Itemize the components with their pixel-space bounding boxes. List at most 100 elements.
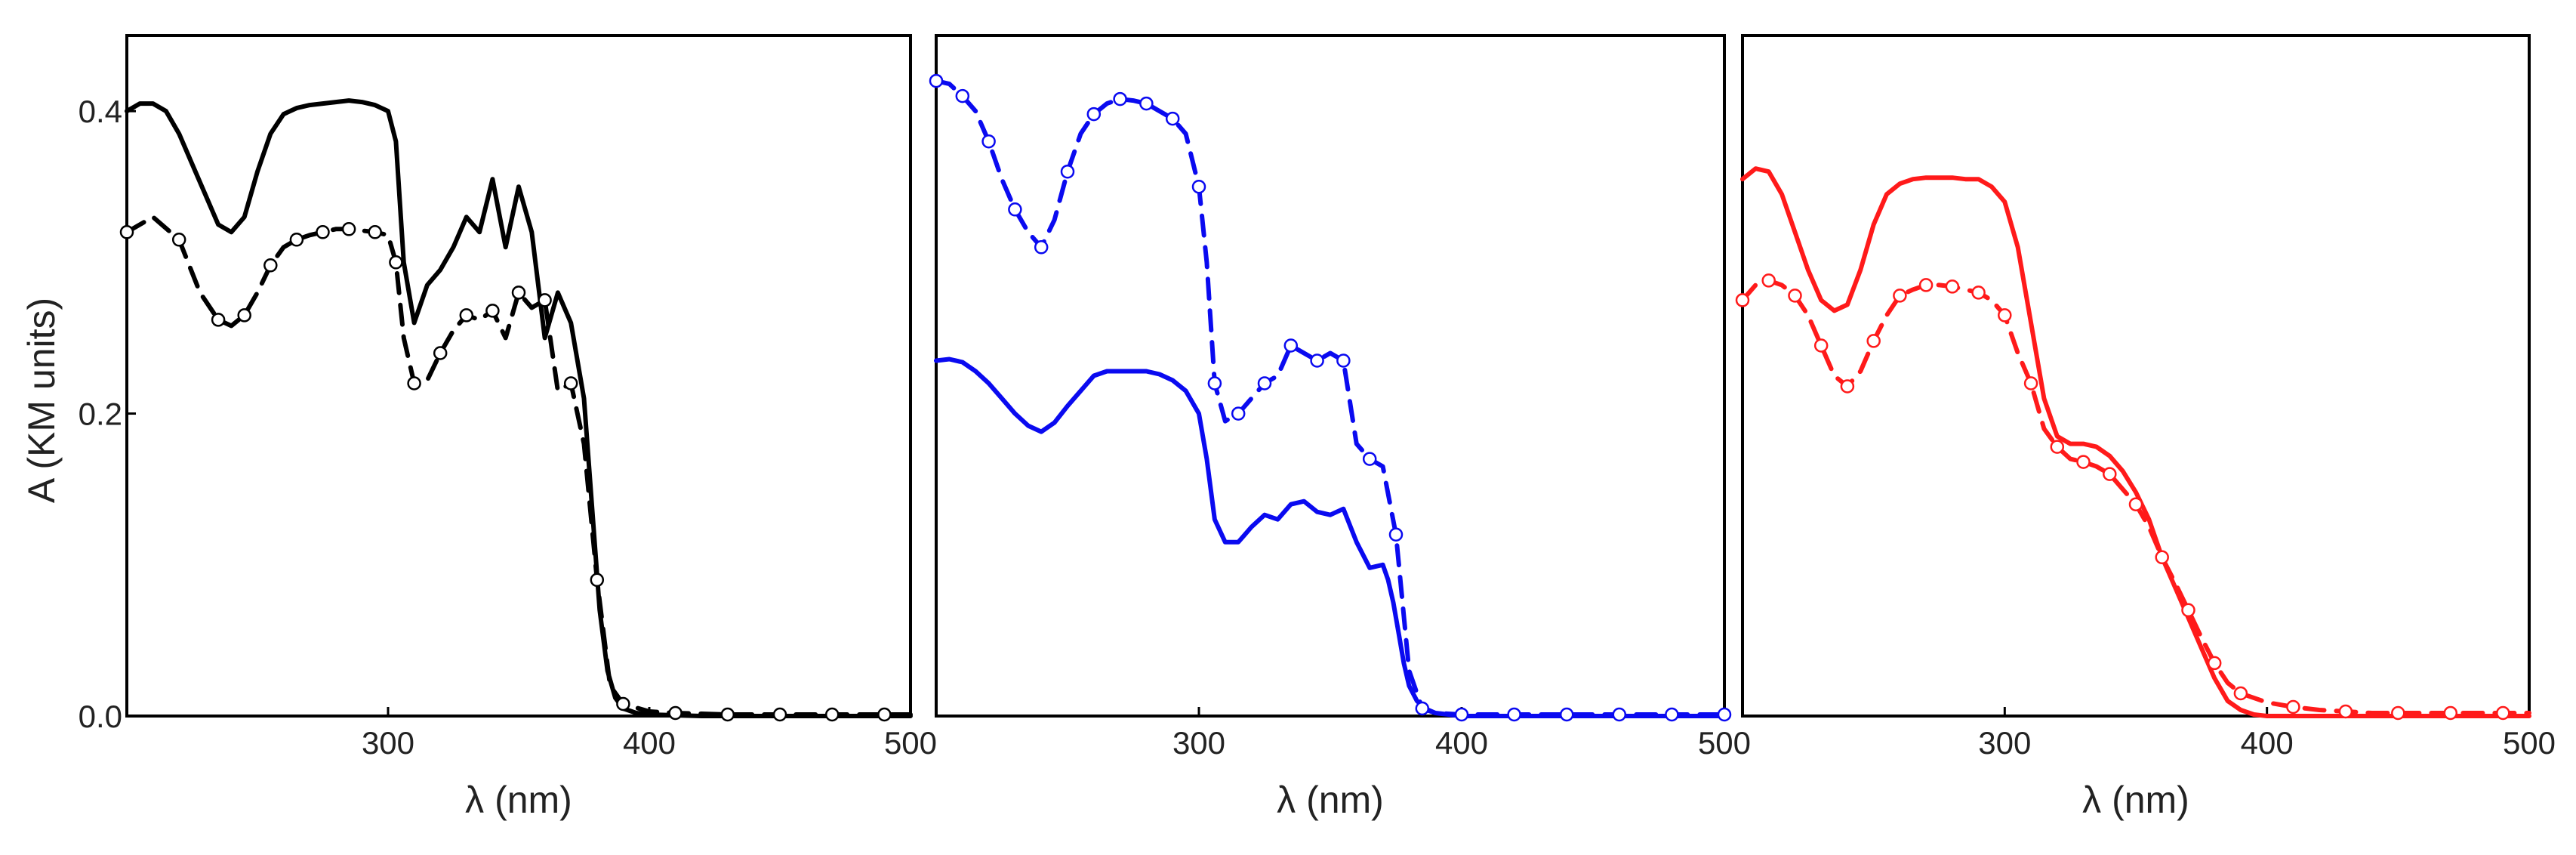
x-tick-label: 400 (1435, 725, 1488, 761)
data-point-marker (1034, 240, 1049, 255)
data-point-marker (1113, 91, 1127, 106)
data-point-marker (1310, 353, 1324, 368)
data-point-marker (1813, 338, 1829, 353)
x-tick-label: 500 (2503, 725, 2556, 761)
data-point-marker (1840, 379, 1855, 394)
data-point-marker (263, 258, 278, 273)
data-point-marker (590, 573, 605, 588)
data-point-marker (459, 308, 474, 323)
data-point-marker (1559, 707, 1574, 722)
data-point-marker (2050, 440, 2065, 454)
data-point-marker (211, 313, 226, 327)
series-line-dashed (934, 79, 1727, 717)
x-tick-label: 400 (623, 725, 676, 761)
x-tick-label: 300 (1172, 725, 1225, 761)
data-point-marker (1998, 308, 2012, 323)
data-point-marker (1060, 164, 1075, 179)
data-point-marker (955, 88, 970, 103)
series-line-solid (1740, 166, 2531, 718)
data-point-marker (2443, 705, 2458, 721)
data-point-marker (824, 707, 840, 722)
data-point-marker (1283, 338, 1299, 353)
y-tick-label: 0.2 (79, 397, 122, 432)
data-point-marker (171, 233, 186, 247)
data-point-marker (1761, 273, 1776, 288)
data-point-marker (2496, 705, 2510, 721)
data-point-marker (563, 376, 578, 390)
x-tick-label: 400 (2241, 725, 2294, 761)
data-point-marker (1918, 278, 1934, 292)
data-point-marker (1415, 701, 1430, 716)
chart-panel-1: 300 400 500 0.0 0.2 0.4 λ (nm) (79, 34, 937, 821)
data-point-marker (877, 707, 892, 722)
data-point-marker (316, 225, 330, 239)
data-point-marker (2207, 656, 2222, 671)
data-point-marker (389, 255, 403, 270)
chart-panel-3: 300 400 500 λ (nm) (1735, 34, 2556, 821)
x-axis-title: λ (nm) (2082, 779, 2189, 821)
data-point-marker (1207, 376, 1222, 390)
chart-panel-2: 300 400 500 λ (nm) (929, 34, 1751, 821)
x-tick-label: 500 (1698, 725, 1751, 761)
data-point-marker (1165, 111, 1180, 126)
data-point-marker (981, 134, 996, 149)
data-point-marker (1139, 96, 1154, 111)
series-line-solid (934, 357, 1727, 718)
data-point-marker (1507, 707, 1521, 722)
plot-frame (935, 34, 1726, 718)
data-point-marker (1945, 279, 1960, 294)
y-axis-title: A (KM units) (20, 298, 63, 503)
data-point-marker (1665, 707, 1679, 722)
data-point-marker (1231, 406, 1246, 421)
x-tick-label: 500 (884, 725, 937, 761)
data-point-marker (1008, 202, 1022, 217)
data-point-marker (1866, 334, 1881, 348)
plot-frame (125, 34, 912, 718)
data-point-marker (772, 707, 787, 722)
data-point-marker (1362, 452, 1377, 466)
data-point-marker (2128, 497, 2143, 511)
data-point-marker (289, 233, 304, 247)
data-point-marker (237, 308, 251, 323)
data-point-marker (1336, 353, 1351, 368)
x-axis-title: λ (nm) (465, 779, 572, 821)
data-point-marker (616, 696, 630, 711)
data-point-marker (2181, 603, 2195, 618)
data-point-marker (1257, 376, 1272, 390)
data-point-marker (119, 225, 134, 239)
data-point-marker (2286, 699, 2300, 715)
data-point-marker (1788, 289, 1802, 303)
data-point-marker (538, 293, 552, 307)
data-point-marker (341, 222, 356, 236)
data-point-marker (1191, 179, 1206, 194)
data-point-marker (2391, 705, 2405, 721)
data-point-marker (720, 707, 735, 722)
data-point-marker (1612, 707, 1627, 722)
plot-frame (1741, 34, 2531, 718)
data-point-marker (668, 705, 683, 721)
data-point-marker (2076, 455, 2091, 469)
data-point-marker (485, 304, 500, 318)
data-point-marker (1388, 527, 1404, 542)
data-point-marker (511, 286, 526, 300)
data-point-marker (1086, 106, 1102, 122)
data-point-marker (407, 376, 421, 390)
data-point-marker (2338, 704, 2353, 719)
data-point-marker (2023, 376, 2038, 390)
data-point-marker (1893, 289, 1907, 303)
data-point-marker (1735, 293, 1750, 307)
y-tick-label: 0.0 (79, 699, 122, 734)
data-point-marker (2233, 686, 2248, 701)
data-point-marker (2103, 467, 2117, 481)
data-point-marker (1454, 707, 1469, 722)
x-tick-label: 300 (362, 725, 414, 761)
data-point-marker (1717, 707, 1732, 722)
data-point-marker (433, 346, 448, 360)
data-point-marker (368, 225, 382, 239)
x-tick-label: 300 (1978, 725, 2031, 761)
data-point-marker (2155, 550, 2169, 565)
y-tick-label: 0.4 (79, 94, 122, 129)
x-axis-title: λ (nm) (1277, 779, 1384, 821)
